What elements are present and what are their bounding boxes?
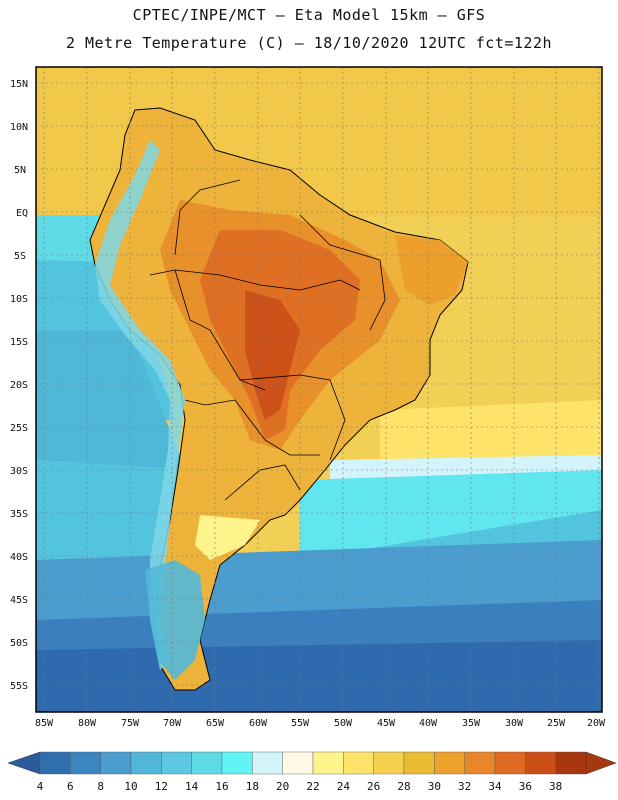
colorbar-tick-label: 14 bbox=[185, 780, 199, 793]
colorbar-swatch bbox=[373, 751, 405, 775]
colorbar-swatch bbox=[312, 751, 344, 775]
lat-label: 10S bbox=[10, 294, 28, 305]
colorbar-tick-label: 10 bbox=[124, 780, 137, 793]
country-borders bbox=[149, 179, 386, 501]
lat-label: 45S bbox=[10, 595, 28, 606]
lat-label: 10N bbox=[10, 122, 28, 133]
colorbar-tick-label: 22 bbox=[306, 780, 319, 793]
colorbar-tick-label: 16 bbox=[215, 780, 228, 793]
lon-label: 65W bbox=[206, 718, 225, 729]
colorbar-swatch bbox=[130, 751, 162, 775]
colorbar-swatch bbox=[282, 751, 314, 775]
colorbar-swatch bbox=[252, 751, 283, 775]
colorbar-tick-label: 6 bbox=[67, 780, 74, 793]
colorbar-tick-label: 36 bbox=[519, 780, 532, 793]
colorbar-swatch bbox=[525, 751, 556, 775]
lat-label: 50S bbox=[10, 638, 28, 649]
lon-label: 55W bbox=[291, 718, 310, 729]
colorbar-over-arrow bbox=[585, 751, 617, 775]
colorbar-swatch bbox=[555, 751, 587, 775]
lat-label: 20S bbox=[10, 380, 28, 391]
lat-label: 25S bbox=[10, 423, 28, 434]
lon-label: 45W bbox=[377, 718, 396, 729]
colorbar: 4 6 8 10 12 14 16 18 20 22 24 26 28 30 32 34 36 38 bbox=[7, 751, 617, 793]
lon-label: 40W bbox=[419, 718, 438, 729]
lat-label: 5S bbox=[14, 251, 26, 262]
colorbar-tick-label: 28 bbox=[397, 780, 410, 793]
lon-label: 60W bbox=[249, 718, 268, 729]
map-frame bbox=[35, 66, 603, 713]
lat-label: 15S bbox=[10, 337, 28, 348]
colorbar-tick-label: 26 bbox=[367, 780, 380, 793]
colorbar-swatch bbox=[464, 751, 496, 775]
colorbar-tick-label: 12 bbox=[155, 780, 168, 793]
colorbar-swatch bbox=[161, 751, 192, 775]
colorbar-tick-label: 30 bbox=[428, 780, 441, 793]
lat-label: EQ bbox=[16, 208, 28, 219]
lat-label: 40S bbox=[10, 552, 28, 563]
colorbar-swatch bbox=[221, 751, 253, 775]
lon-label: 50W bbox=[334, 718, 353, 729]
lon-label: 20W bbox=[587, 718, 606, 729]
lon-label: 35W bbox=[462, 718, 481, 729]
temperature-field bbox=[36, 67, 602, 712]
lon-label: 70W bbox=[163, 718, 182, 729]
colorbar-tick-label: 38 bbox=[549, 780, 562, 793]
colorbar-tick-label: 32 bbox=[458, 780, 471, 793]
colorbar-swatch bbox=[494, 751, 526, 775]
lat-label: 5N bbox=[14, 165, 26, 176]
colorbar-swatch bbox=[39, 751, 71, 775]
colorbar-swatch bbox=[403, 751, 435, 775]
colorbar-swatch bbox=[434, 751, 465, 775]
lon-label: 75W bbox=[121, 718, 140, 729]
lat-label: 30S bbox=[10, 466, 28, 477]
colorbar-tick-label: 18 bbox=[246, 780, 259, 793]
colorbar-tick-label: 8 bbox=[97, 780, 104, 793]
map-title-line-2: 2 Metre Temperature (C) — 18/10/2020 12U… bbox=[65, 34, 553, 52]
colorbar-swatch bbox=[343, 751, 374, 775]
colorbar-tick-label: 34 bbox=[488, 780, 502, 793]
colorbar-tick-label: 24 bbox=[337, 780, 351, 793]
colorbar-swatch bbox=[100, 751, 132, 775]
colorbar-swatch bbox=[70, 751, 101, 775]
lon-label: 25W bbox=[547, 718, 566, 729]
lon-label: 30W bbox=[505, 718, 524, 729]
colorbar-under-arrow bbox=[7, 751, 41, 775]
longitude-labels: 85W 80W 75W 70W 65W 60W 55W 50W 45W 40W … bbox=[35, 718, 606, 729]
colorbar-tick-label: 4 bbox=[37, 780, 44, 793]
lat-label: 35S bbox=[10, 509, 28, 520]
lon-label: 85W bbox=[35, 718, 54, 729]
map-title-line-1: CPTEC/INPE/MCT — Eta Model 15km — GFS bbox=[132, 6, 486, 24]
lon-label: 80W bbox=[78, 718, 97, 729]
lat-label: 55S bbox=[10, 681, 28, 692]
latitude-labels: 15N 10N 5N EQ 5S 10S 15S 20S 25S 30S 35S… bbox=[10, 79, 28, 692]
lat-label: 15N bbox=[10, 79, 28, 90]
graticule bbox=[36, 67, 602, 712]
colorbar-swatch bbox=[191, 751, 223, 775]
colorbar-tick-label: 20 bbox=[276, 780, 289, 793]
